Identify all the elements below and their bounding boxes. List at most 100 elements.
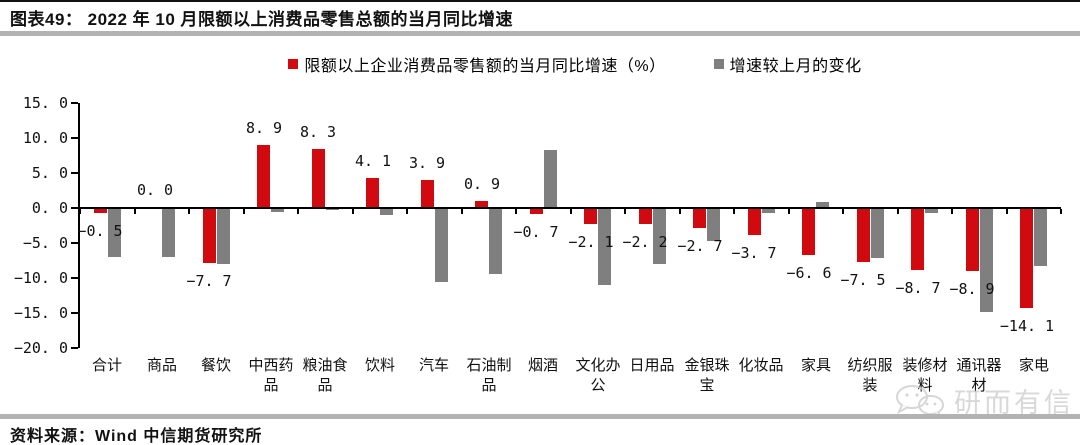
gray-bar-文化办公: [598, 209, 611, 285]
red-bar-家具: [802, 209, 815, 255]
gray-bar-粮油食品: [326, 209, 339, 210]
y-axis-tick-label: −5. 0: [22, 234, 68, 252]
x-category-label-化妆品: 化妆品: [738, 357, 784, 374]
red-bar-通讯器材: [966, 209, 979, 271]
top-border-rule: [0, 0, 1080, 2]
x-axis-tick: [842, 209, 844, 214]
gray-bar-商品: [162, 209, 175, 257]
data-label-中西药品: 8. 9: [245, 119, 283, 137]
y-axis-tick-label: −10. 0: [13, 269, 68, 287]
x-category-label-汽车: 汽车: [418, 357, 449, 374]
title-divider-rule: [0, 31, 1080, 36]
red-bar-文化办公: [584, 209, 597, 224]
y-axis-tick-label: −15. 0: [13, 304, 68, 322]
x-axis-tick: [1006, 209, 1008, 214]
y-axis-tick-label: 15. 0: [22, 94, 68, 112]
x-category-label-纺织服装: 纺织服装: [847, 357, 893, 394]
legend-swatch-gray: [713, 59, 724, 69]
red-bar-纺织服装: [857, 209, 870, 262]
gray-bar-中西药品: [271, 209, 284, 212]
x-category-label-文化办公: 文化办公: [575, 357, 621, 394]
red-bar-合计: [94, 209, 107, 213]
x-axis-tick: [79, 209, 81, 214]
data-label-家电: −14. 1: [999, 317, 1055, 335]
x-axis-tick: [788, 209, 790, 214]
data-label-家具: −6. 6: [786, 264, 832, 282]
x-axis-tick: [515, 209, 517, 214]
x-axis-tick: [297, 209, 299, 214]
y-axis-tick: [71, 172, 78, 174]
x-category-label-餐饮: 餐饮: [200, 357, 231, 374]
x-category-label-石油制品: 石油制品: [466, 357, 512, 394]
y-axis-tick: [71, 137, 78, 139]
gray-bar-通讯器材: [980, 209, 993, 312]
x-category-label-商品: 商品: [146, 357, 177, 374]
data-source-text: 资料来源：Wind 中信期货研究所: [10, 428, 263, 445]
red-bar-金银珠宝: [693, 209, 706, 228]
red-bar-粮油食品: [312, 149, 325, 207]
x-category-label-合计: 合计: [91, 357, 122, 374]
y-axis-tick: [71, 312, 78, 314]
data-label-合计: −0. 5: [77, 222, 123, 240]
x-axis-tick: [570, 209, 572, 214]
data-label-日用品: −2. 2: [622, 233, 668, 251]
x-category-label-饮料: 饮料: [364, 357, 395, 374]
x-category-label-家具: 家具: [800, 357, 831, 374]
x-axis-tick: [733, 209, 735, 214]
data-label-金银珠宝: −2. 7: [677, 237, 723, 255]
gray-bar-饮料: [380, 209, 393, 215]
gray-bar-化妆品: [762, 209, 775, 213]
x-axis-tick: [679, 209, 681, 214]
red-bar-石油制品: [475, 201, 488, 207]
x-category-label-粮油食品: 粮油食品: [302, 357, 348, 394]
x-axis-tick: [188, 209, 190, 214]
data-label-粮油食品: 8. 3: [299, 123, 337, 141]
data-label-汽车: 3. 9: [408, 154, 446, 172]
x-axis-tick: [243, 209, 245, 214]
legend-item-main-series: 限额以上企业消费品零售额的当月同比增速（%）: [288, 52, 665, 76]
red-bar-烟酒: [530, 209, 543, 214]
x-axis-tick: [352, 209, 354, 214]
gray-bar-烟酒: [544, 150, 557, 207]
data-label-化妆品: −3. 7: [731, 244, 777, 262]
data-label-通讯器材: −8. 9: [949, 280, 995, 298]
data-label-餐饮: −7. 7: [186, 272, 232, 290]
data-label-饮料: 4. 1: [354, 152, 392, 170]
x-category-label-烟酒: 烟酒: [527, 357, 558, 374]
gray-bar-汽车: [435, 209, 448, 282]
red-bar-中西药品: [257, 145, 270, 207]
data-label-石油制品: 0. 9: [463, 175, 501, 193]
x-axis-tick: [406, 209, 408, 214]
gray-bar-装修材料: [925, 209, 938, 213]
x-category-label-装修材料: 装修材料: [902, 357, 948, 394]
gray-bar-餐饮: [217, 209, 230, 264]
x-category-label-通讯器材: 通讯器材: [956, 357, 1002, 394]
y-axis-tick-label: 10. 0: [22, 129, 68, 147]
y-axis-tick-label: 0. 0: [31, 199, 68, 217]
data-label-文化办公: −2. 1: [568, 233, 614, 251]
data-label-商品: 0. 0: [136, 181, 174, 199]
x-axis-tick: [134, 209, 136, 214]
chart-legend: 限额以上企业消费品零售额的当月同比增速（%） 增速较上月的变化: [0, 52, 1080, 76]
red-bar-汽车: [421, 180, 434, 207]
figure-title: 图表49： 2022 年 10 月限额以上消费品零售总额的当月同比增速: [10, 10, 514, 29]
gray-bar-合计: [108, 209, 121, 257]
red-bar-日用品: [639, 209, 652, 224]
x-category-label-日用品: 日用品: [629, 357, 675, 374]
data-label-装修材料: −8. 7: [895, 279, 941, 297]
y-axis-tick: [71, 347, 78, 349]
x-axis-tick: [461, 209, 463, 214]
gray-bar-日用品: [653, 209, 666, 264]
data-label-纺织服装: −7. 5: [840, 271, 886, 289]
data-label-烟酒: −0. 7: [513, 223, 559, 241]
y-axis-tick: [71, 277, 78, 279]
gray-bar-金银珠宝: [707, 209, 720, 241]
y-axis-tick: [71, 207, 78, 209]
gray-bar-家电: [1034, 209, 1047, 266]
gray-bar-纺织服装: [871, 209, 884, 258]
x-axis-tick: [624, 209, 626, 214]
red-bar-装修材料: [911, 209, 924, 270]
legend-label-change-series: 增速较上月的变化: [729, 58, 862, 75]
